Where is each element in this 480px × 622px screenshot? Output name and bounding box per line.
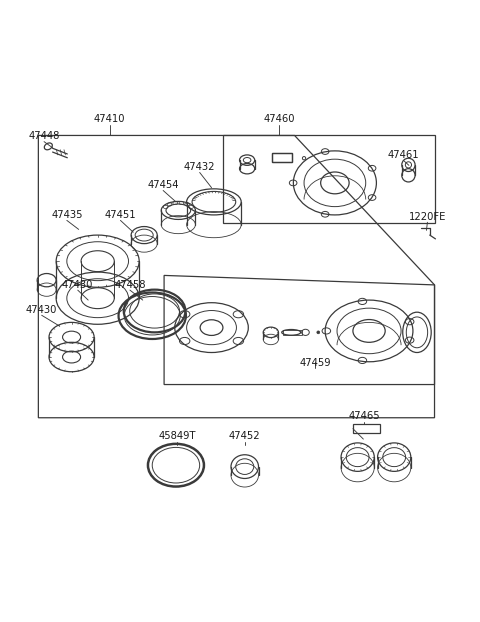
Text: 47465: 47465 — [348, 411, 380, 421]
Ellipse shape — [317, 331, 320, 334]
Bar — [353, 424, 381, 434]
Text: 47454: 47454 — [147, 180, 179, 190]
Text: 47460: 47460 — [263, 114, 295, 124]
Bar — [283, 330, 301, 335]
Text: 47448: 47448 — [28, 131, 60, 141]
Text: 47458: 47458 — [114, 280, 145, 290]
Text: 47435: 47435 — [51, 210, 83, 220]
Text: 47451: 47451 — [105, 210, 136, 220]
Text: 47430: 47430 — [62, 280, 94, 290]
Bar — [272, 154, 292, 162]
Text: 47410: 47410 — [94, 114, 125, 124]
Text: 47461: 47461 — [388, 150, 420, 160]
Text: 47432: 47432 — [184, 162, 216, 172]
Bar — [272, 154, 292, 162]
Text: 47459: 47459 — [299, 358, 331, 368]
Text: 1220FE: 1220FE — [408, 212, 446, 222]
Text: 45849T: 45849T — [158, 432, 196, 442]
Text: 47452: 47452 — [229, 432, 261, 442]
Text: 47430: 47430 — [26, 305, 58, 315]
